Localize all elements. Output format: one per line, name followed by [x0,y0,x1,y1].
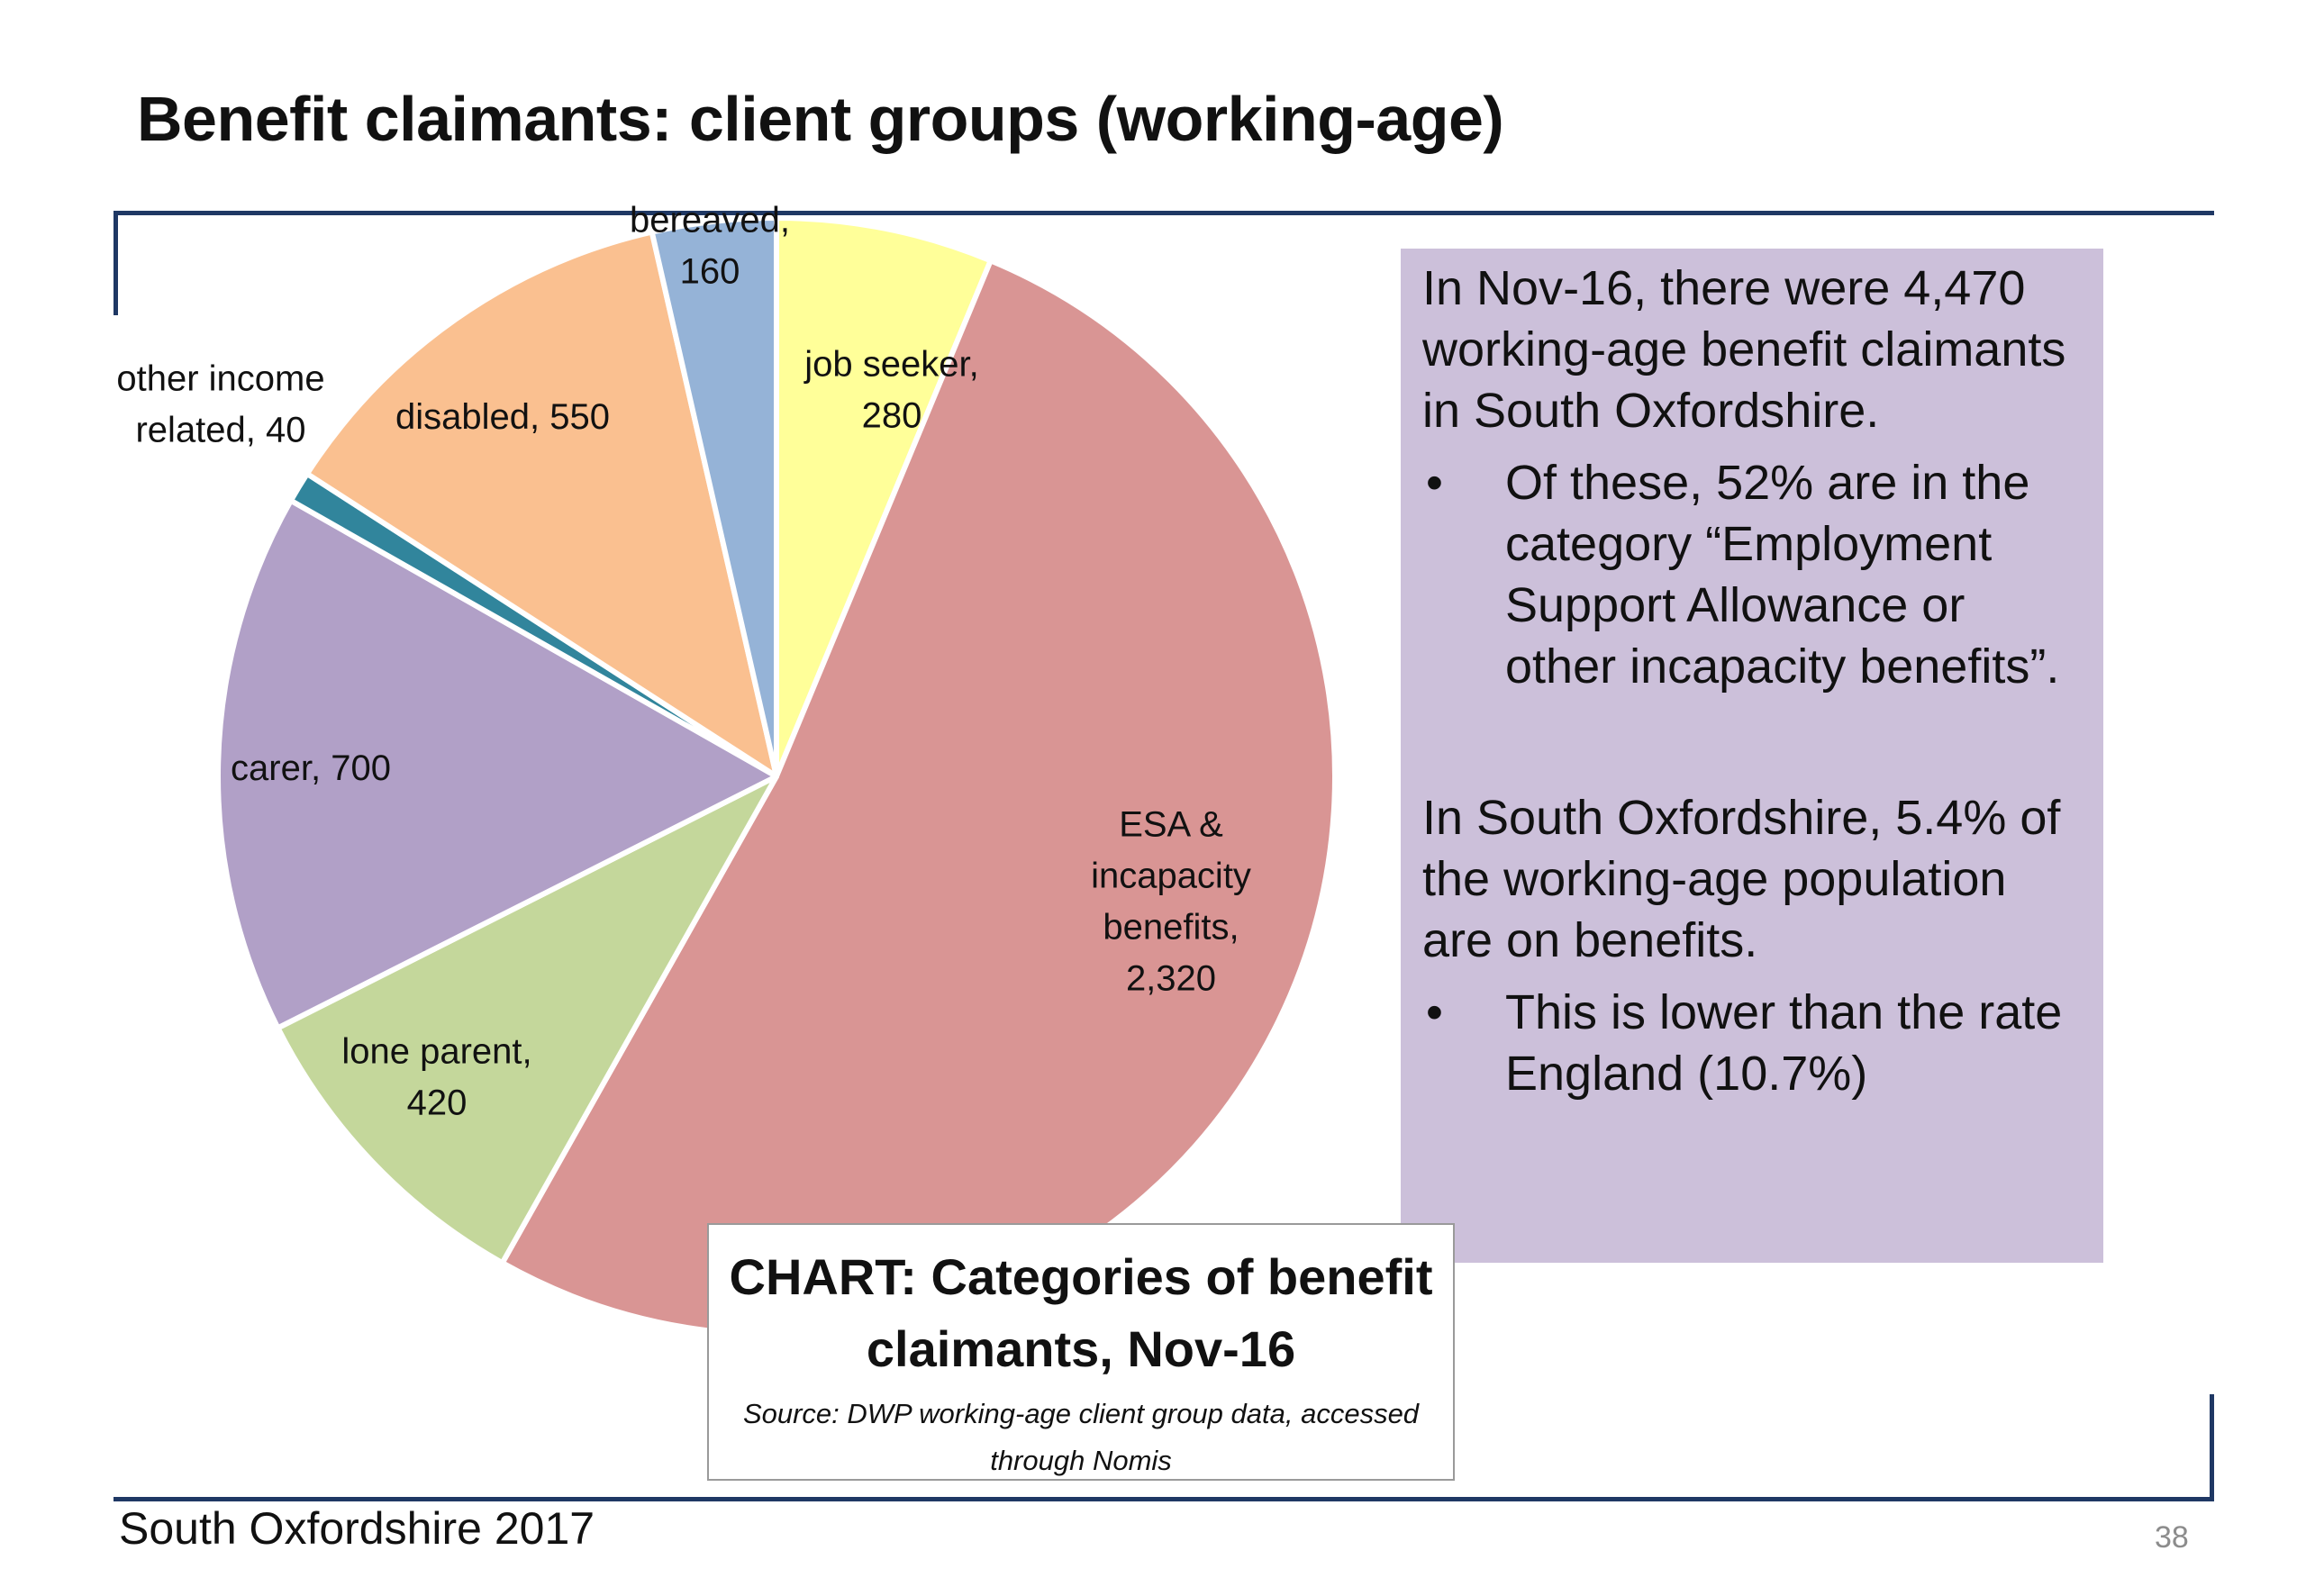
bullet-icon: • [1426,985,1443,1039]
slice-label-line: job seeker, [803,345,978,385]
slice-label-line: disabled, 550 [395,397,610,437]
slice-label: carer, 700 [231,748,391,788]
chart-caption: CHART: Categories of benefit claimants, … [707,1223,1455,1481]
slice-label: disabled, 550 [395,397,610,437]
slice-label-line: ESA & [1119,805,1223,845]
slice-label-line: related, 40 [135,411,305,450]
slice-label: other income related, 40 [116,359,324,450]
info-box: In Nov-16, there were 4,470 working-age … [1401,249,2103,1263]
slice-label-line: 280 [862,396,922,436]
bullet-icon: • [1426,456,1443,510]
slice-label: bereaved, 160 [630,201,790,292]
page-number: 38 [2155,1520,2189,1555]
pie-slice-bereaved [649,215,779,779]
slice-label-line: lone parent, [341,1032,531,1072]
info-bullet-1: • Of these, 52% are in the category “Emp… [1422,452,2082,697]
right-bracket [2210,1394,2214,1501]
slice-label: lone parent, 420 [341,1032,531,1123]
footer-text: South Oxfordshire 2017 [119,1503,595,1554]
pie-slice-job-seeker [774,215,994,779]
pie-slice-disabled [304,229,779,779]
pie-slice-lone-parent [275,774,779,1266]
slice-label-line: 420 [407,1084,468,1123]
slice-label: job seeker, 280 [803,345,978,436]
slice-label-line: bereaved, [630,201,790,240]
left-bracket [113,211,118,315]
caption-source: Source: DWP working-age client group dat… [742,1398,1420,1476]
slice-label-line: benefits, [1103,908,1239,948]
slice-label-line: carer, 700 [231,748,391,788]
slice-label-line: 2,320 [1126,959,1216,999]
slice-label-line: 160 [680,252,740,292]
slice-label: ESA & incapacity benefits, 2,320 [1091,805,1251,999]
top-rule [113,211,2214,215]
slice-label-line: incapacity [1091,857,1251,896]
slice-label-line: other income [116,359,324,399]
info-bullet-2: • This is lower than the rate England (1… [1422,982,2082,1104]
bottom-rule [113,1497,2214,1501]
info-paragraph-1: In Nov-16, there were 4,470 working-age … [1422,261,2066,438]
caption-title: CHART: Categories of benefit claimants, … [729,1248,1433,1377]
info-bullet-1-text: Of these, 52% are in the category “Emplo… [1505,456,2060,694]
pie-slice-carer [215,497,779,1031]
slide-title: Benefit claimants: client groups (workin… [137,84,1504,154]
info-bullet-2-text: This is lower than the rate England (10.… [1505,985,2063,1101]
info-paragraph-2: In South Oxfordshire, 5.4% of the workin… [1422,791,2061,967]
